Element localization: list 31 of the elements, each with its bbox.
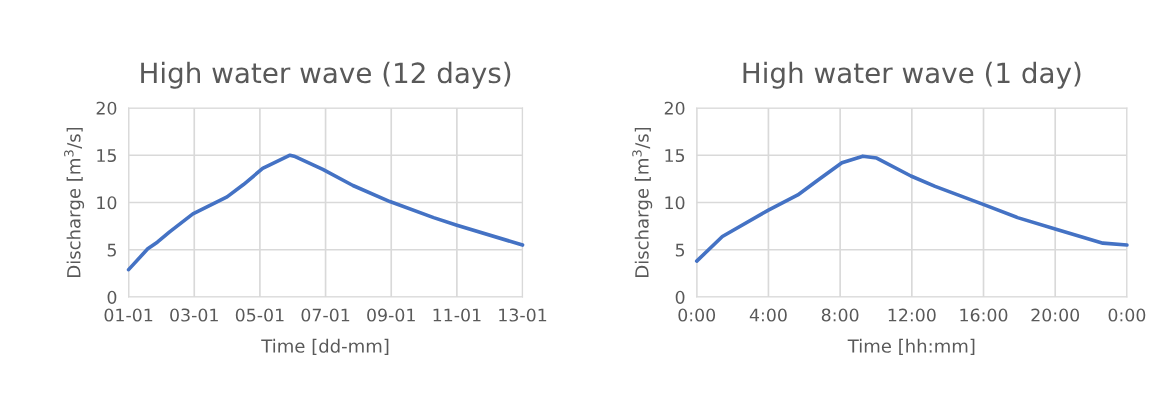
x-tick-label: 01-01 — [104, 308, 153, 322]
x-tick-label: 4:00 — [749, 308, 787, 322]
y-tick-label: 0 — [675, 290, 685, 304]
x-tick-label: 11-01 — [433, 308, 481, 322]
y-tick-label: 20 — [664, 101, 685, 115]
x-tick-label: 20:00 — [1031, 308, 1080, 322]
y-axis-title: Discharge [m$^{3}$/s] — [632, 127, 653, 277]
x-tick-label: 16:00 — [960, 308, 1008, 322]
y-tick-label: 20 — [96, 101, 117, 115]
y-axis-title: Discharge [m$^{3}$/s] — [64, 127, 85, 277]
chart-title: High water wave (1 day) — [743, 61, 1081, 89]
x-axis-title: Time [dd-mm] — [261, 338, 389, 355]
y-tick-label: 0 — [107, 290, 117, 304]
y-tick-label: 5 — [675, 243, 685, 257]
x-tick-label: 13-01 — [499, 308, 547, 322]
y-tick-label: 5 — [107, 243, 116, 257]
x-tick-label: 8:00 — [821, 308, 859, 322]
x-tick-label: 0:00 — [1108, 308, 1146, 322]
y-tick-label: 15 — [97, 149, 116, 163]
y-tick-label: 10 — [97, 196, 117, 210]
y-tick-label: 10 — [665, 196, 685, 210]
chart-title: High water wave (12 days) — [141, 61, 511, 89]
x-tick-label: 0:00 — [678, 308, 716, 322]
x-tick-label: 12:00 — [888, 308, 936, 322]
x-axis-title: Time [hh:mm] — [847, 338, 975, 355]
line-series — [694, 154, 1129, 263]
x-tick-label: 03-01 — [170, 308, 218, 322]
x-tick-label: 07-01 — [301, 308, 350, 322]
x-tick-label: 05-01 — [235, 308, 284, 322]
y-tick-label: 15 — [665, 149, 685, 163]
x-tick-label: 09-01 — [367, 308, 415, 322]
